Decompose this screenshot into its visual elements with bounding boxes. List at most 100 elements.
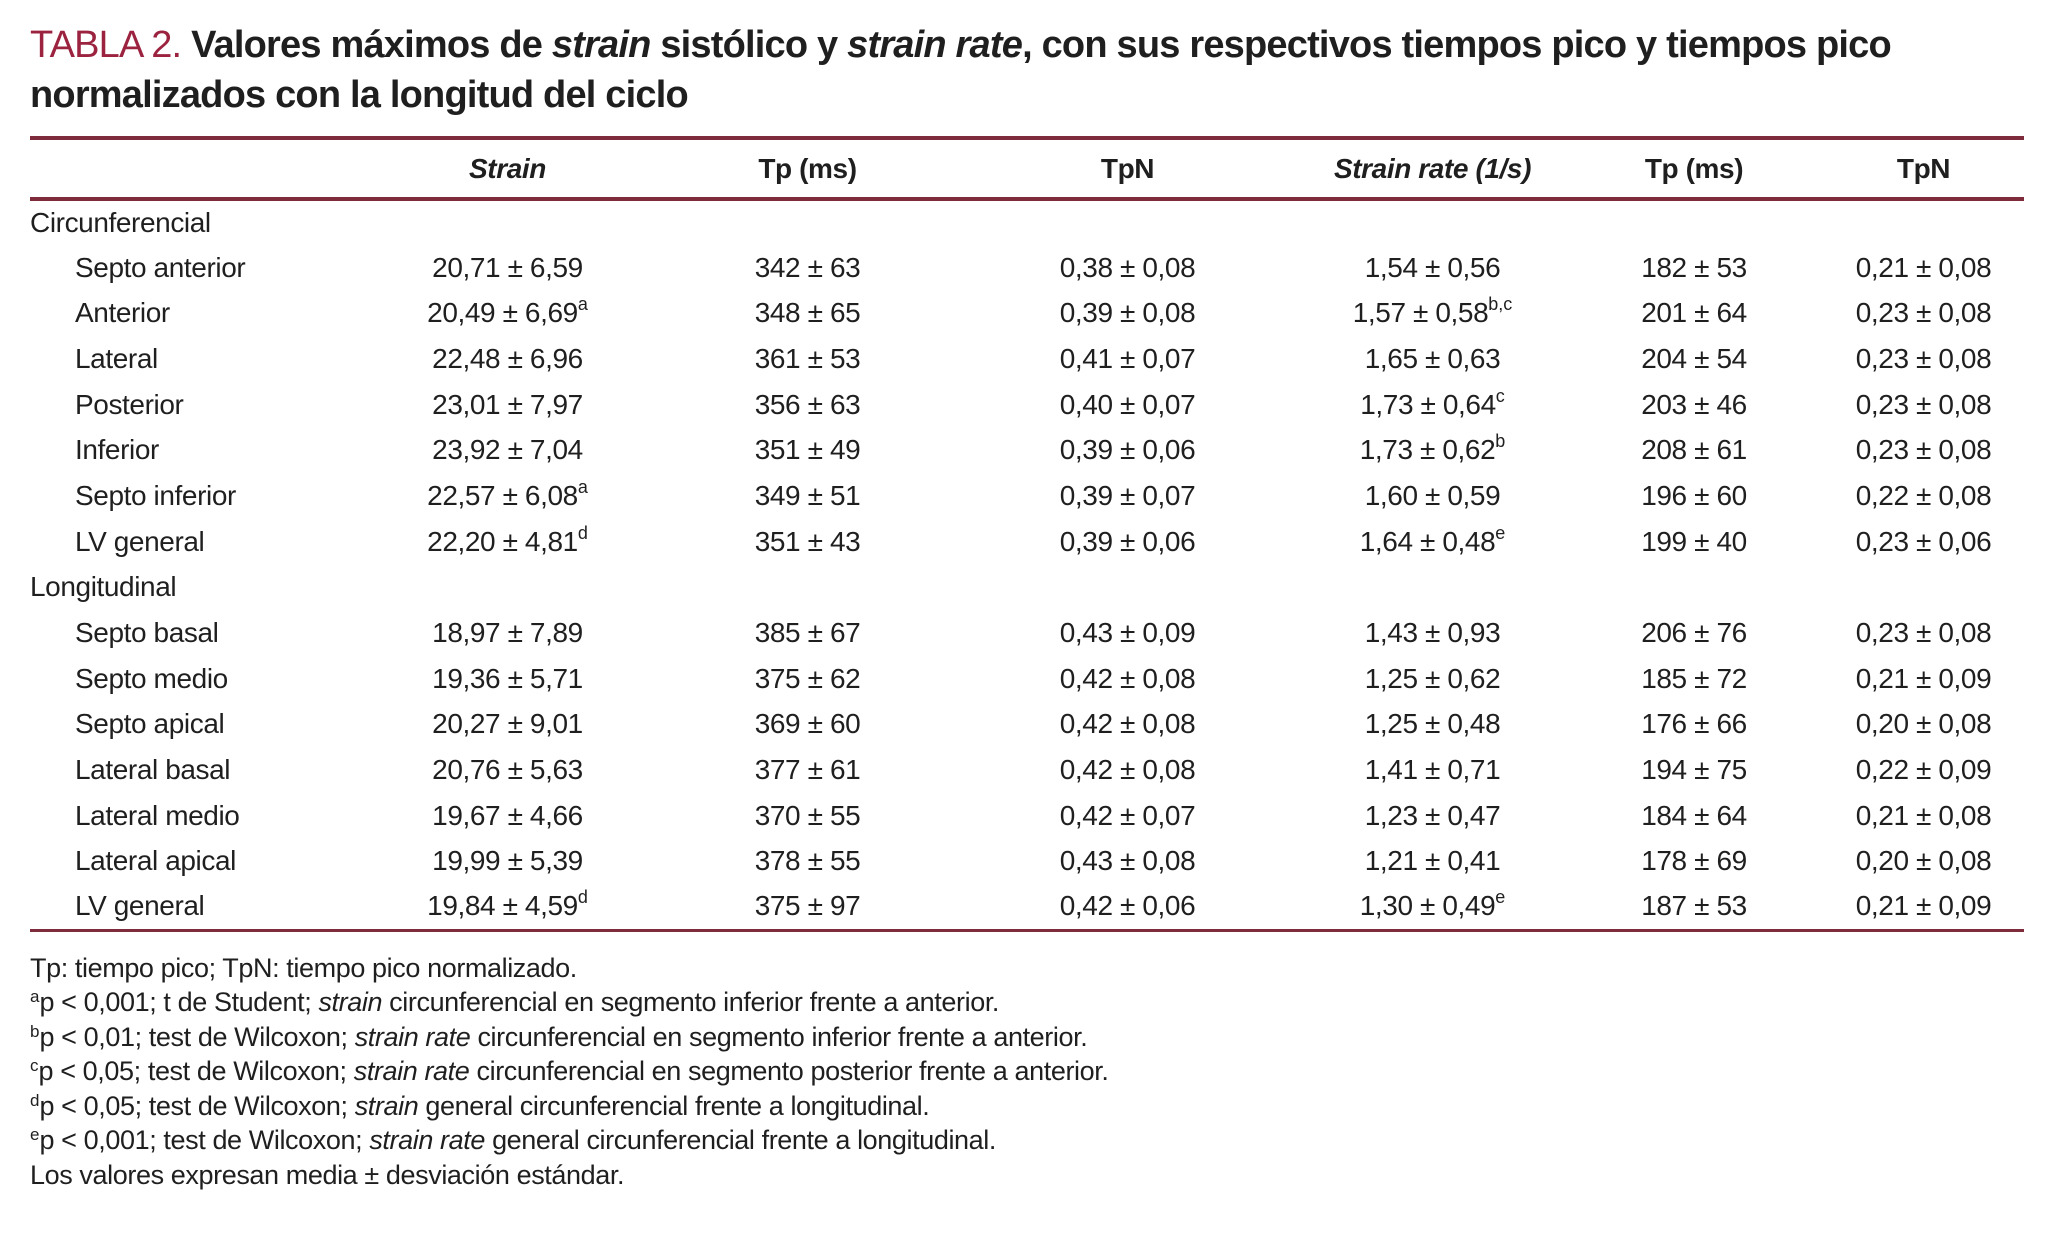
footnote-superscript: d (30, 1090, 40, 1110)
row-label: Anterior (75, 297, 170, 329)
table-row: Lateral 22,48 ± 6,96 361 ± 53 0,41 ± 0,07 1,… (30, 336, 2024, 382)
footnote-line: cp < 0,05; test de Wilcoxon; strain rate… (30, 1054, 2024, 1089)
value-cell: 23,01 ± 7,97 (355, 382, 660, 428)
cell-value: 1,65 ± 0,63 (1364, 342, 1501, 374)
value-cell: 203 ± 46 (1565, 382, 1823, 428)
value-cell: 0,42 ± 0,06 (955, 884, 1300, 930)
cell-value: 375 ± 62 (754, 662, 861, 694)
text-segment: p < 0,01; test de Wilcoxon; (39, 1021, 355, 1052)
column-header-4: Strain rate (1/s) (1300, 138, 1565, 201)
cell-value: 0,39 ± 0,06 (1059, 434, 1196, 466)
cell-value: 1,64 ± 0,48e (1359, 522, 1506, 557)
value-cell: 184 ± 64 (1565, 793, 1823, 839)
value-cell: 19,67 ± 4,66 (355, 793, 660, 839)
table-caption: Valores máximos de strain sistólico y st… (30, 24, 1892, 116)
significance-superscript: d (577, 887, 588, 908)
value-cell: 0,42 ± 0,08 (955, 702, 1300, 748)
cell-value: 1,57 ± 0,58b,c (1352, 294, 1513, 329)
cell-value: 19,99 ± 5,39 (432, 845, 583, 877)
cell-value: 1,25 ± 0,62 (1364, 662, 1501, 694)
footnote-line: bp < 0,01; test de Wilcoxon; strain rate… (30, 1020, 2024, 1055)
table-row: LV general 22,20 ± 4,81d 351 ± 43 0,39 ± 0,… (30, 519, 2024, 565)
footnote-line: Tp: tiempo pico; TpN: tiempo pico normal… (30, 951, 2024, 986)
value-cell: 351 ± 49 (660, 427, 955, 473)
cell-value: 187 ± 53 (1641, 890, 1747, 922)
value-cell: 0,41 ± 0,07 (955, 336, 1300, 382)
table-row: Septo apical 20,27 ± 9,01 369 ± 60 0,42 ± 0… (30, 702, 2024, 748)
value-cell: 1,60 ± 0,59 (1300, 473, 1565, 519)
value-cell: 356 ± 63 (660, 382, 955, 428)
significance-superscript: c (1495, 385, 1505, 406)
cell-value: 0,39 ± 0,08 (1059, 297, 1196, 329)
section-row: Circunferencial (30, 199, 2024, 245)
italic-term: strain rate (354, 1021, 471, 1052)
cell-value: 0,23 ± 0,08 (1855, 388, 1992, 420)
cell-value: 19,67 ± 4,66 (432, 799, 583, 831)
value-cell: 0,23 ± 0,08 (1823, 610, 2024, 656)
value-cell: 0,43 ± 0,09 (955, 610, 1300, 656)
column-header-3: TpN (955, 138, 1300, 201)
cell-value: 178 ± 69 (1641, 845, 1747, 877)
value-cell: 1,41 ± 0,71 (1300, 747, 1565, 793)
value-cell: 0,23 ± 0,08 (1823, 382, 2024, 428)
cell-value: 201 ± 64 (1641, 297, 1747, 329)
cell-value: 20,49 ± 6,69a (427, 294, 588, 329)
cell-value: 23,92 ± 7,04 (432, 434, 583, 466)
cell-value: 0,43 ± 0,09 (1059, 617, 1196, 649)
table-row: Septo anterior 20,71 ± 6,59 342 ± 63 0,38 ±… (30, 245, 2024, 291)
cell-value: 0,21 ± 0,08 (1855, 251, 1992, 283)
column-header-2: Tp (ms) (660, 138, 955, 201)
text-segment: Los valores expresan media ± desviación … (30, 1159, 625, 1190)
value-cell: 196 ± 60 (1565, 473, 1823, 519)
value-cell: 0,23 ± 0,06 (1823, 519, 2024, 565)
section-row: Longitudinal (30, 565, 2024, 611)
value-cell: 0,39 ± 0,08 (955, 290, 1300, 336)
table-row: Posterior 23,01 ± 7,97 356 ± 63 0,40 ± 0,07… (30, 382, 2024, 428)
text-segment: p < 0,05; test de Wilcoxon; (39, 1090, 355, 1121)
value-cell: 0,39 ± 0,07 (955, 473, 1300, 519)
cell-value: 0,23 ± 0,08 (1855, 342, 1992, 374)
cell-value: 0,23 ± 0,08 (1855, 434, 1992, 466)
cell-value: 0,23 ± 0,08 (1855, 617, 1992, 649)
row-label: Septo basal (75, 617, 219, 649)
cell-value: 0,40 ± 0,07 (1059, 388, 1196, 420)
value-cell: 206 ± 76 (1565, 610, 1823, 656)
significance-superscript: b,c (1488, 294, 1513, 315)
row-label: Inferior (75, 434, 159, 466)
cell-value: 1,41 ± 0,71 (1364, 754, 1501, 786)
value-cell: 0,38 ± 0,08 (955, 245, 1300, 291)
strain-data-table: Strain Tp (ms) TpN Strain rate (1/s) Tp (ms)… (30, 136, 2024, 932)
row-label: Lateral (75, 342, 158, 374)
footnote-superscript: b (30, 1021, 40, 1041)
column-header-label: TpN (1100, 152, 1155, 184)
text-segment: Tp: tiempo pico; TpN: tiempo pico normal… (30, 952, 577, 983)
cell-value: 22,48 ± 6,96 (432, 342, 583, 374)
cell-value: 20,71 ± 6,59 (432, 251, 583, 283)
value-cell: 378 ± 55 (660, 839, 955, 885)
value-cell: 201 ± 64 (1565, 290, 1823, 336)
value-cell: 0,21 ± 0,09 (1823, 656, 2024, 702)
value-cell: 375 ± 62 (660, 656, 955, 702)
corner-cell (30, 138, 355, 201)
value-cell: 0,20 ± 0,08 (1823, 839, 2024, 885)
cell-value: 361 ± 53 (754, 342, 861, 374)
column-header-label: Tp (ms) (1644, 152, 1744, 184)
section-label: Longitudinal (30, 571, 177, 603)
italic-term: strain rate (369, 1125, 485, 1155)
cell-value: 1,43 ± 0,93 (1364, 617, 1501, 649)
cell-value: 182 ± 53 (1641, 251, 1747, 283)
row-label: Posterior (75, 388, 184, 420)
cell-value: 348 ± 65 (754, 297, 861, 329)
value-cell: 0,21 ± 0,08 (1823, 245, 2024, 291)
value-cell: 187 ± 53 (1565, 884, 1823, 930)
footnote-superscript: c (30, 1056, 39, 1075)
cell-value: 0,38 ± 0,08 (1059, 251, 1196, 283)
cell-value: 22,20 ± 4,81d (427, 522, 588, 557)
cell-value: 0,22 ± 0,08 (1855, 479, 1992, 511)
cell-value: 22,57 ± 6,08a (427, 476, 588, 511)
value-cell: 369 ± 60 (660, 702, 955, 748)
significance-superscript: d (577, 522, 588, 543)
cell-value: 0,21 ± 0,08 (1855, 799, 1992, 831)
cell-value: 1,73 ± 0,64c (1360, 385, 1505, 420)
value-cell: 19,84 ± 4,59d (355, 884, 660, 930)
